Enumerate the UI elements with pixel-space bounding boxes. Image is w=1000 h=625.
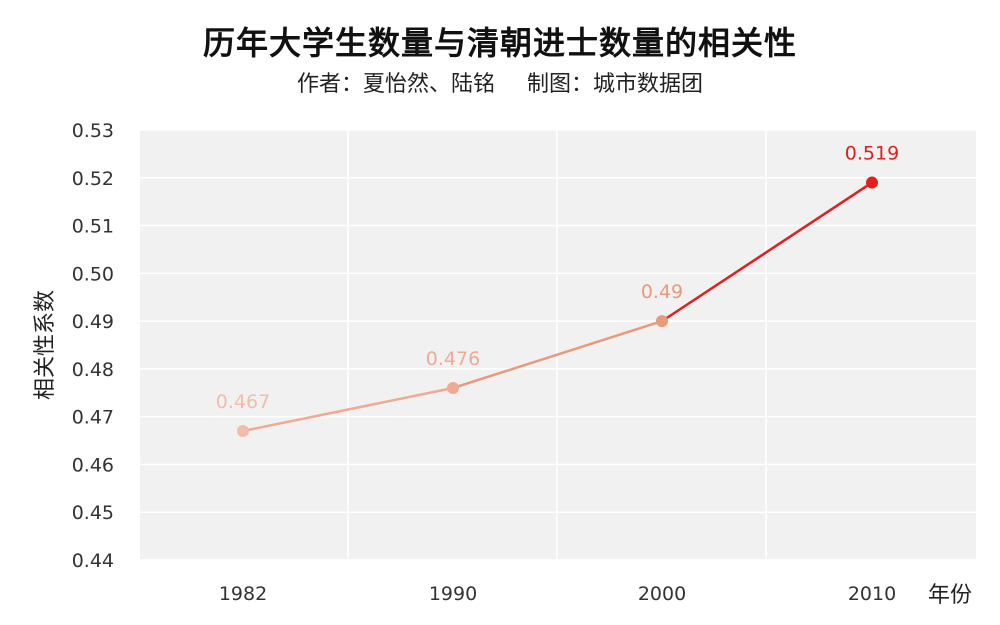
plot-background [140,130,976,560]
y-tick-label: 0.46 [72,454,114,476]
line-segment [451,319,664,390]
y-axis-title: 相关性系数 [33,290,58,400]
y-tick-label: 0.45 [72,502,114,524]
series-line [241,181,874,433]
y-tick-label: 0.51 [72,216,114,238]
x-axis-ticks: 1982 1990 2000 2010 [219,583,896,605]
line-segment [660,181,874,323]
subtitle-credit: 制图：城市数据团 [527,72,704,97]
x-tick-label: 2000 [638,583,686,605]
data-label: 0.49 [641,281,683,303]
data-point [866,176,878,189]
y-tick-label: 0.52 [72,168,114,190]
y-tick-label: 0.53 [72,120,114,142]
data-label: 0.476 [426,348,480,370]
chart-subtitle: 作者：夏怡然、陆铭 制图：城市数据团 [0,66,1000,98]
x-tick-label: 1990 [429,583,477,605]
y-tick-label: 0.50 [72,263,114,285]
data-label: 0.519 [845,143,899,165]
y-axis-ticks: 0.53 0.52 0.51 0.50 0.49 0.48 0.47 0.46 0.45 0.44 [72,120,114,572]
x-tick-label: 2010 [848,583,896,605]
line-segment [241,386,455,433]
data-point [237,425,249,437]
y-tick-label: 0.44 [72,550,114,572]
chart-title: 历年大学生数量与清朝进士数量的相关性 [202,24,797,62]
y-tick-label: 0.47 [72,407,114,429]
data-point [656,315,668,328]
data-points [237,176,878,437]
data-point [447,382,459,394]
y-tick-label: 0.49 [72,311,114,333]
x-tick-label: 1982 [219,583,267,605]
subtitle-author: 作者：夏怡然、陆铭 [296,72,495,97]
data-label: 0.467 [216,391,270,413]
gridlines [140,129,976,561]
data-labels: 0.467 0.476 0.49 0.519 [216,143,899,413]
y-tick-label: 0.48 [72,359,114,381]
x-axis-title: 年份 [928,583,972,608]
